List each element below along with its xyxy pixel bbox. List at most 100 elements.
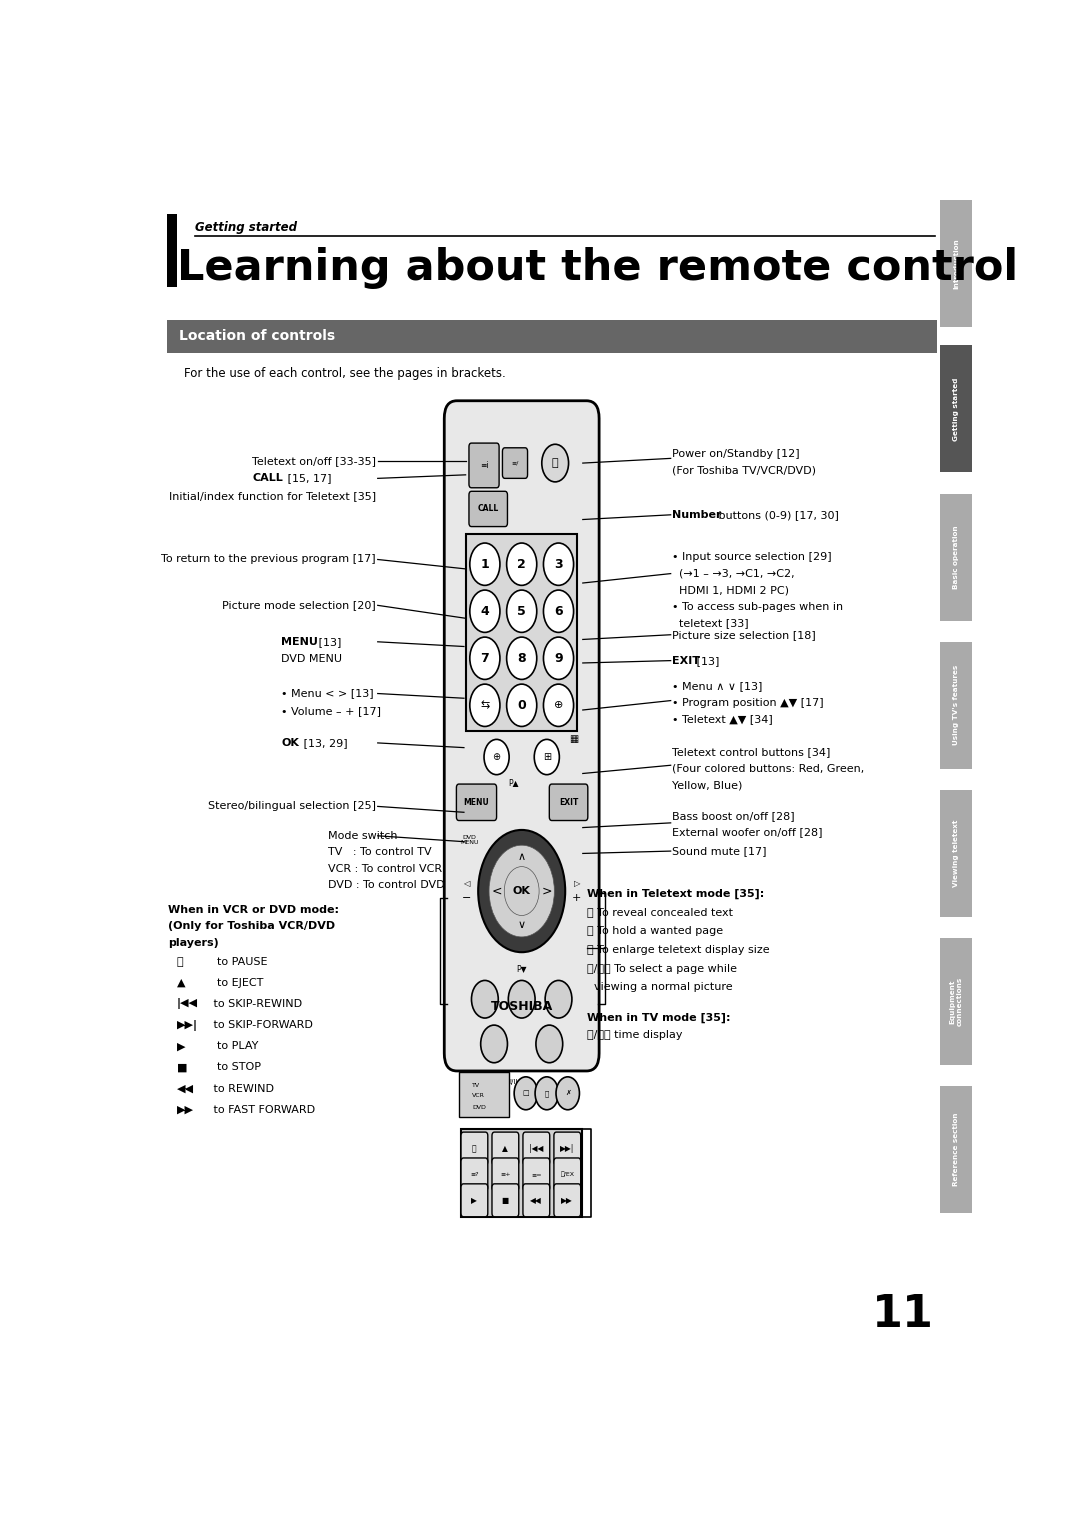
Text: [13, 29]: [13, 29] [300, 738, 348, 748]
Text: ▶▶|: ▶▶| [177, 1020, 198, 1031]
FancyBboxPatch shape [492, 1157, 518, 1191]
Text: P▼: P▼ [516, 964, 527, 973]
Circle shape [535, 739, 559, 774]
Text: teletext [33]: teletext [33] [673, 618, 748, 628]
Circle shape [543, 544, 573, 585]
Text: Initial/index function for Teletext [35]: Initial/index function for Teletext [35] [168, 492, 376, 501]
Text: ◀◀: ◀◀ [177, 1084, 193, 1093]
FancyBboxPatch shape [457, 783, 497, 820]
Text: • Menu < > [13]: • Menu < > [13] [282, 689, 374, 698]
FancyBboxPatch shape [550, 783, 588, 820]
Circle shape [543, 589, 573, 632]
Text: ≡=: ≡= [531, 1171, 541, 1177]
Text: 6: 6 [554, 605, 563, 618]
Text: ⏸: ⏸ [177, 956, 184, 967]
Text: ≡i: ≡i [480, 461, 488, 470]
Text: Picture mode selection [20]: Picture mode selection [20] [222, 600, 376, 611]
Text: ■: ■ [502, 1196, 509, 1205]
Text: 9: 9 [554, 652, 563, 664]
FancyBboxPatch shape [461, 1157, 488, 1191]
Text: Basic operation: Basic operation [953, 525, 959, 589]
Text: DVD: DVD [472, 1106, 486, 1110]
Text: (→1 – →3, →C1, →C2,: (→1 – →3, →C1, →C2, [673, 568, 795, 579]
Text: Equipment
connections: Equipment connections [949, 977, 962, 1026]
FancyBboxPatch shape [467, 533, 577, 731]
Text: OK: OK [513, 886, 530, 896]
Text: to PAUSE: to PAUSE [211, 956, 268, 967]
FancyBboxPatch shape [941, 200, 972, 327]
FancyBboxPatch shape [492, 1132, 518, 1165]
Text: ▶: ▶ [177, 1041, 186, 1051]
Text: 4: 4 [481, 605, 489, 618]
Text: (For Toshiba TV/VCR/DVD): (For Toshiba TV/VCR/DVD) [673, 466, 816, 475]
Text: • Input source selection [29]: • Input source selection [29] [673, 553, 832, 562]
FancyBboxPatch shape [444, 400, 599, 1070]
FancyBboxPatch shape [461, 1128, 582, 1217]
FancyBboxPatch shape [459, 1072, 509, 1116]
FancyBboxPatch shape [523, 1157, 550, 1191]
FancyBboxPatch shape [941, 938, 972, 1066]
Text: 🔊: 🔊 [544, 1090, 549, 1096]
FancyBboxPatch shape [554, 1183, 581, 1217]
Text: DVD MENU: DVD MENU [282, 655, 342, 664]
Text: Ⓓ To enlarge teletext display size: Ⓓ To enlarge teletext display size [588, 945, 770, 954]
Text: DVD : To control DVD: DVD : To control DVD [327, 880, 444, 890]
Text: Viewing teletext: Viewing teletext [953, 820, 959, 887]
Text: 3: 3 [554, 557, 563, 571]
Circle shape [504, 867, 539, 916]
Text: to REWIND: to REWIND [211, 1084, 274, 1093]
Circle shape [481, 1025, 508, 1063]
Text: P▲: P▲ [508, 779, 518, 788]
FancyBboxPatch shape [502, 447, 527, 478]
Text: buttons (0-9) [17, 30]: buttons (0-9) [17, 30] [715, 510, 839, 519]
Circle shape [507, 637, 537, 680]
Text: □: □ [523, 1090, 529, 1096]
FancyBboxPatch shape [461, 1132, 488, 1165]
Text: 0: 0 [517, 699, 526, 712]
Text: 5: 5 [517, 605, 526, 618]
Text: ▶: ▶ [472, 1196, 477, 1205]
Text: to SKIP-REWIND: to SKIP-REWIND [211, 999, 302, 1009]
Circle shape [542, 444, 568, 483]
Text: Number: Number [673, 510, 721, 519]
Text: • Teletext ▲▼ [34]: • Teletext ▲▼ [34] [673, 715, 773, 724]
Text: Mode switch: Mode switch [327, 831, 397, 841]
FancyBboxPatch shape [461, 1183, 488, 1217]
Text: ▶▶|: ▶▶| [561, 1144, 575, 1153]
Text: 2: 2 [517, 557, 526, 571]
Circle shape [543, 684, 573, 727]
Text: ▷: ▷ [573, 880, 580, 889]
Text: MENU: MENU [463, 797, 489, 806]
Text: MENU: MENU [282, 637, 319, 647]
Text: −: − [462, 893, 471, 902]
Text: Location of controls: Location of controls [179, 330, 336, 344]
Text: ▲: ▲ [502, 1144, 509, 1153]
Text: 1: 1 [481, 557, 489, 571]
FancyBboxPatch shape [941, 789, 972, 916]
Text: Bass boost on/off [28]: Bass boost on/off [28] [673, 811, 795, 822]
Text: Teletext control buttons [34]: Teletext control buttons [34] [673, 747, 831, 757]
Text: Power on/Standby [12]: Power on/Standby [12] [673, 449, 800, 458]
Text: • Program position ▲▼ [17]: • Program position ▲▼ [17] [673, 698, 824, 709]
Text: [13]: [13] [693, 655, 719, 666]
Text: TV   : To control TV: TV : To control TV [327, 847, 431, 857]
Text: Teletext on/off [33-35]: Teletext on/off [33-35] [252, 455, 376, 466]
Text: ⇆: ⇆ [481, 701, 489, 710]
FancyBboxPatch shape [469, 492, 508, 527]
Text: to PLAY: to PLAY [211, 1041, 259, 1051]
Text: ✗: ✗ [565, 1090, 570, 1096]
Circle shape [470, 544, 500, 585]
Text: |◀◀: |◀◀ [529, 1144, 543, 1153]
Circle shape [507, 544, 537, 585]
Text: to FAST FORWARD: to FAST FORWARD [211, 1104, 315, 1115]
Text: HDMI 1, HDMI 2 PC): HDMI 1, HDMI 2 PC) [673, 585, 789, 596]
Text: EXIT: EXIT [673, 655, 700, 666]
FancyBboxPatch shape [941, 1086, 972, 1214]
Circle shape [470, 684, 500, 727]
Text: CALL: CALL [253, 473, 283, 484]
Text: 8: 8 [517, 652, 526, 664]
FancyBboxPatch shape [523, 1183, 550, 1217]
Text: to STOP: to STOP [211, 1063, 261, 1072]
FancyBboxPatch shape [492, 1183, 518, 1217]
Text: ◀◀: ◀◀ [530, 1196, 542, 1205]
